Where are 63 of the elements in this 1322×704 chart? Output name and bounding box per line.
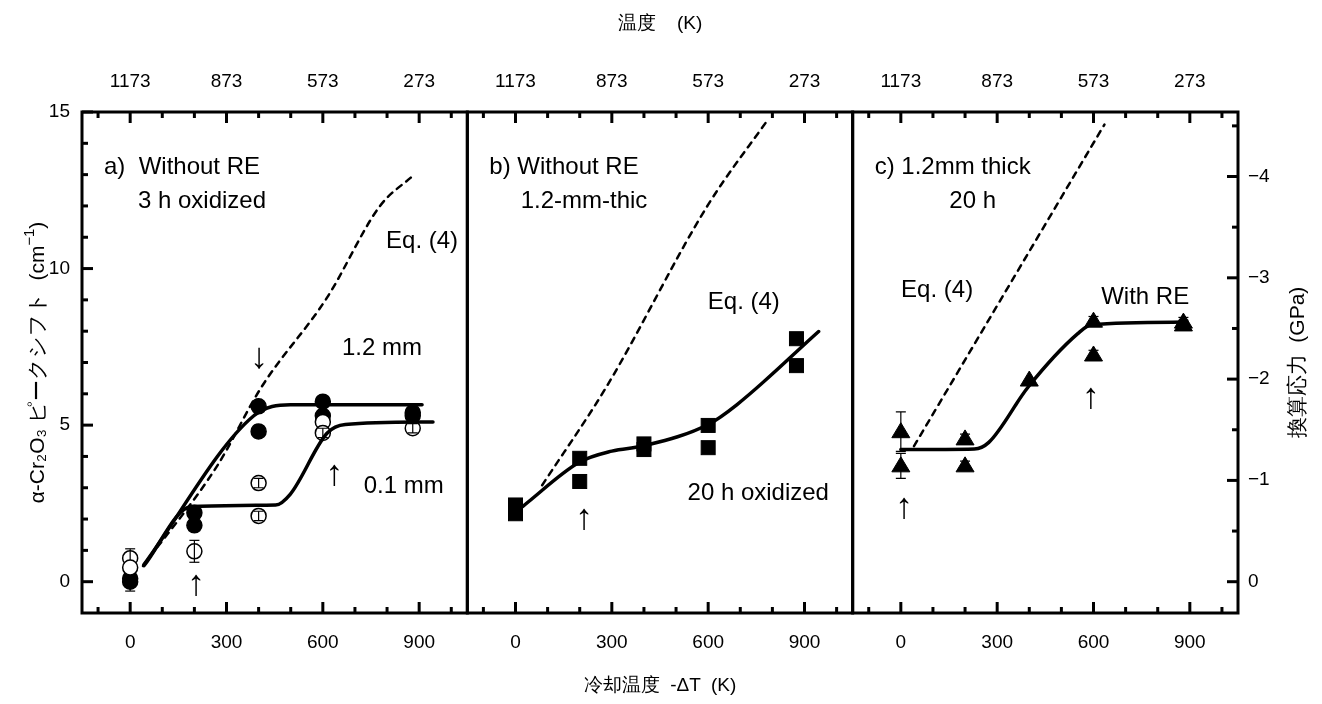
annotation: ↑ bbox=[325, 451, 344, 493]
point bbox=[891, 456, 911, 473]
point bbox=[1084, 345, 1103, 362]
y-tick-label: 10 bbox=[48, 256, 70, 278]
x-tick-label: 300 bbox=[595, 631, 628, 653]
y2-tick-label: −3 bbox=[1248, 265, 1270, 287]
x-tick-label: 600 bbox=[306, 631, 339, 653]
annotation: a) Without RE 3 h oxidized bbox=[104, 152, 267, 214]
x2-tick-label: 273 bbox=[1173, 70, 1206, 92]
y2-axis-title: 換算応力 (GPa) bbox=[1284, 286, 1308, 439]
annotation: 0.1 mm bbox=[363, 471, 444, 499]
x-tick-label: 600 bbox=[1077, 631, 1110, 653]
y-tick-label: 5 bbox=[59, 413, 70, 435]
x-tick-label: 0 bbox=[124, 631, 136, 653]
point bbox=[788, 358, 804, 374]
x-tick-label: 0 bbox=[510, 631, 521, 653]
x2-tick-label: 873 bbox=[981, 70, 1014, 92]
x2-tick-label: 1173 bbox=[109, 70, 151, 92]
y2-tick-label: −2 bbox=[1248, 367, 1270, 389]
x2-axis-title: 温度 (K) bbox=[617, 12, 703, 34]
x2-tick-label: 273 bbox=[403, 70, 436, 92]
annotation: c) 1.2mm thick 20 h bbox=[874, 152, 1032, 214]
x-tick-label: 900 bbox=[788, 631, 821, 653]
x2-tick-label: 873 bbox=[210, 70, 243, 92]
y2-tick-label: 0 bbox=[1248, 569, 1259, 591]
annotation: ↑ bbox=[1081, 374, 1100, 416]
annotation: b) Without RE 1.2-mm-thic bbox=[489, 152, 648, 214]
x2-tick-label: 573 bbox=[306, 70, 339, 92]
annotation: With RE bbox=[1101, 282, 1190, 310]
annotation: ↑ bbox=[187, 561, 206, 603]
y2-tick-label: −4 bbox=[1248, 164, 1271, 186]
x-tick-label: 300 bbox=[981, 631, 1014, 653]
x-tick-label: 900 bbox=[1173, 631, 1206, 653]
point bbox=[788, 331, 804, 347]
point bbox=[186, 517, 203, 534]
annotation: Eq. (4) bbox=[901, 275, 974, 303]
x2-tick-label: 1173 bbox=[880, 70, 922, 92]
x-axis-title: 冷却温度 -ΔT (K) bbox=[583, 674, 737, 696]
y2-tick-label: −1 bbox=[1248, 468, 1270, 490]
annotation: Eq. (4) bbox=[707, 287, 780, 315]
annotation: 1.2 mm bbox=[341, 333, 422, 361]
x2-tick-label: 573 bbox=[692, 70, 725, 92]
annotation: ↑ bbox=[575, 495, 594, 537]
point bbox=[891, 422, 911, 439]
y-tick-label: 0 bbox=[59, 569, 70, 591]
point bbox=[955, 429, 975, 446]
x-tick-label: 300 bbox=[210, 631, 243, 653]
x2-tick-label: 1173 bbox=[495, 70, 536, 92]
annotation: Eq. (4) bbox=[386, 226, 459, 254]
point bbox=[186, 543, 203, 560]
x2-tick-label: 873 bbox=[595, 70, 628, 92]
annotation: ↑ bbox=[895, 484, 914, 526]
x2-tick-label: 273 bbox=[788, 70, 821, 92]
x-tick-label: 900 bbox=[403, 631, 436, 653]
point bbox=[700, 440, 716, 456]
annotation: 20 h oxidized bbox=[687, 478, 829, 506]
y-tick-label: 15 bbox=[48, 100, 70, 122]
annotation: ↓ bbox=[250, 334, 269, 376]
x-tick-label: 600 bbox=[692, 631, 725, 653]
x2-tick-label: 573 bbox=[1077, 70, 1110, 92]
point bbox=[250, 423, 267, 440]
point bbox=[572, 473, 588, 489]
x-tick-label: 0 bbox=[895, 631, 907, 653]
